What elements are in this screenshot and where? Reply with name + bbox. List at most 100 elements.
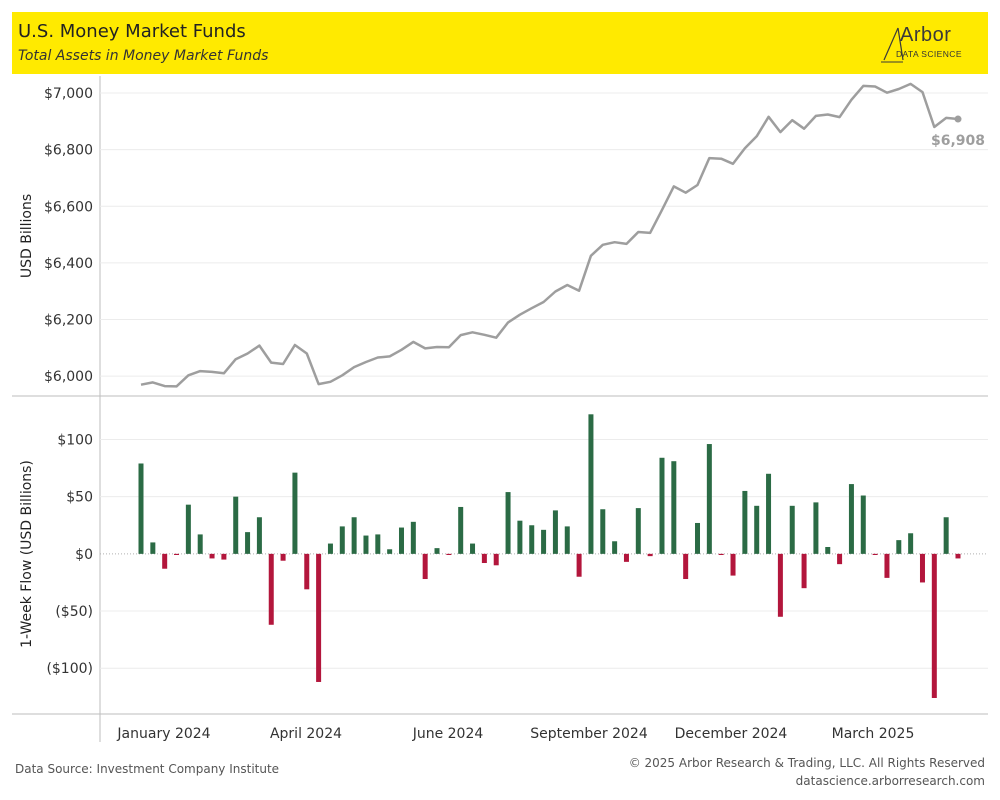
assets-y-axis-label: USD Billions [19, 194, 35, 278]
outflow-bar [493, 553, 499, 566]
outflow-bar [647, 553, 653, 557]
inflow-bar [789, 505, 795, 554]
inflow-bar [327, 543, 333, 554]
inflow-bar [387, 549, 393, 554]
x-tick-label: September 2024 [530, 726, 648, 742]
x-tick-label: January 2024 [116, 726, 210, 742]
flow-y-axis-label: 1-Week Flow (USD Billions) [19, 460, 35, 648]
outflow-bar [268, 553, 274, 625]
inflow-bar [529, 525, 535, 554]
inflow-bar [813, 502, 819, 554]
inflow-bar [612, 541, 618, 554]
inflow-bar [470, 543, 476, 554]
arbor-logo-icon [881, 27, 904, 63]
website-text: datascience.arborresearch.com [795, 774, 985, 788]
inflow-bar [564, 526, 570, 554]
inflow-bar [908, 533, 914, 554]
data-source-note: Data Source: Investment Company Institut… [15, 762, 280, 776]
inflow-bar [943, 517, 949, 554]
logo-subtitle: DATA SCIENCE [896, 49, 962, 59]
outflow-bar [919, 553, 925, 583]
y-tick-label: $50 [66, 490, 93, 506]
y-tick-label: $7,000 [44, 86, 93, 102]
inflow-bar [434, 548, 440, 554]
outflow-bar [481, 553, 487, 564]
inflow-bar [138, 463, 144, 554]
logo-wordmark: Arbor [900, 24, 952, 46]
inflow-bar [233, 496, 239, 554]
x-tick-label: April 2024 [270, 726, 342, 742]
chart-frame [12, 76, 988, 742]
inflow-bar [398, 527, 404, 554]
copyright-text: © 2025 Arbor Research & Trading, LLC. Al… [628, 756, 985, 770]
x-tick-labels: January 2024 April 2024 June 2024 September… [116, 726, 914, 742]
chart-title: U.S. Money Market Funds [18, 21, 246, 42]
assets-end-label: $6,908 [931, 133, 985, 149]
x-tick-label: December 2024 [675, 726, 788, 742]
outflow-bar [884, 553, 890, 578]
inflow-bar [600, 509, 606, 554]
outflow-bar [801, 553, 807, 589]
inflow-bar [375, 534, 381, 554]
arbor-logo: Arbor DATA SCIENCE [874, 22, 974, 66]
outflow-bar [872, 553, 878, 555]
x-tick-label: March 2025 [832, 726, 915, 742]
assets-line-group: $6,908 [140, 82, 985, 388]
flow-bars [138, 414, 961, 698]
outflow-bar [316, 553, 322, 682]
inflow-bar [150, 542, 156, 554]
inflow-bar [339, 526, 345, 554]
y-tick-label: $0 [75, 547, 93, 563]
outflow-bar [576, 553, 582, 577]
outflow-bar [446, 553, 452, 555]
y-tick-label: ($50) [55, 604, 93, 620]
outflow-bar [422, 553, 428, 580]
assets-end-point [954, 115, 962, 123]
outflow-bar [304, 553, 310, 590]
y-tick-label: $6,600 [44, 199, 93, 215]
y-tick-label: ($100) [46, 661, 93, 677]
inflow-bar [185, 504, 191, 554]
inflow-bar [245, 532, 251, 554]
outflow-bar [730, 553, 736, 576]
assets-y-tick-labels: $6,000 $6,200 $6,400 $6,600 $6,800 $7,000 [44, 86, 93, 385]
inflow-bar [552, 510, 558, 554]
inflow-bar [363, 535, 369, 554]
inflow-bar [458, 506, 464, 554]
footer-credits: © 2025 Arbor Research & Trading, LLC. Al… [629, 754, 985, 790]
outflow-bar [683, 553, 689, 580]
y-tick-label: $6,800 [44, 143, 93, 159]
y-tick-label: $6,000 [44, 369, 93, 385]
chart-header: U.S. Money Market Funds Total Assets in … [12, 12, 988, 74]
outflow-bar [777, 553, 783, 617]
outflow-bar [718, 553, 724, 555]
outflow-bar [209, 553, 215, 559]
inflow-bar [505, 492, 511, 554]
inflow-bar [635, 508, 641, 554]
inflow-bar [896, 540, 902, 554]
y-tick-label: $6,200 [44, 313, 93, 329]
inflow-bar [766, 473, 772, 554]
inflow-bar [659, 457, 665, 554]
y-tick-label: $6,400 [44, 256, 93, 272]
outflow-bar [221, 553, 227, 560]
outflow-bar [174, 553, 180, 555]
y-tick-label: $100 [57, 432, 93, 448]
inflow-bar [848, 484, 854, 554]
outflow-bar [931, 553, 937, 698]
outflow-bar [280, 553, 286, 561]
inflow-bar [197, 534, 203, 554]
inflow-bar [742, 490, 748, 554]
inflow-bar [706, 444, 712, 554]
inflow-bar [754, 505, 760, 554]
inflow-bar [825, 546, 831, 554]
inflow-bar [351, 517, 357, 554]
assets-gridlines [100, 92, 988, 377]
outflow-bar [162, 553, 168, 569]
inflow-bar [695, 522, 701, 554]
flow-y-tick-labels: $100 $50 $0 ($50) ($100) [46, 432, 93, 677]
outflow-bar [955, 553, 961, 559]
inflow-bar [860, 495, 866, 554]
inflow-bar [292, 472, 298, 554]
